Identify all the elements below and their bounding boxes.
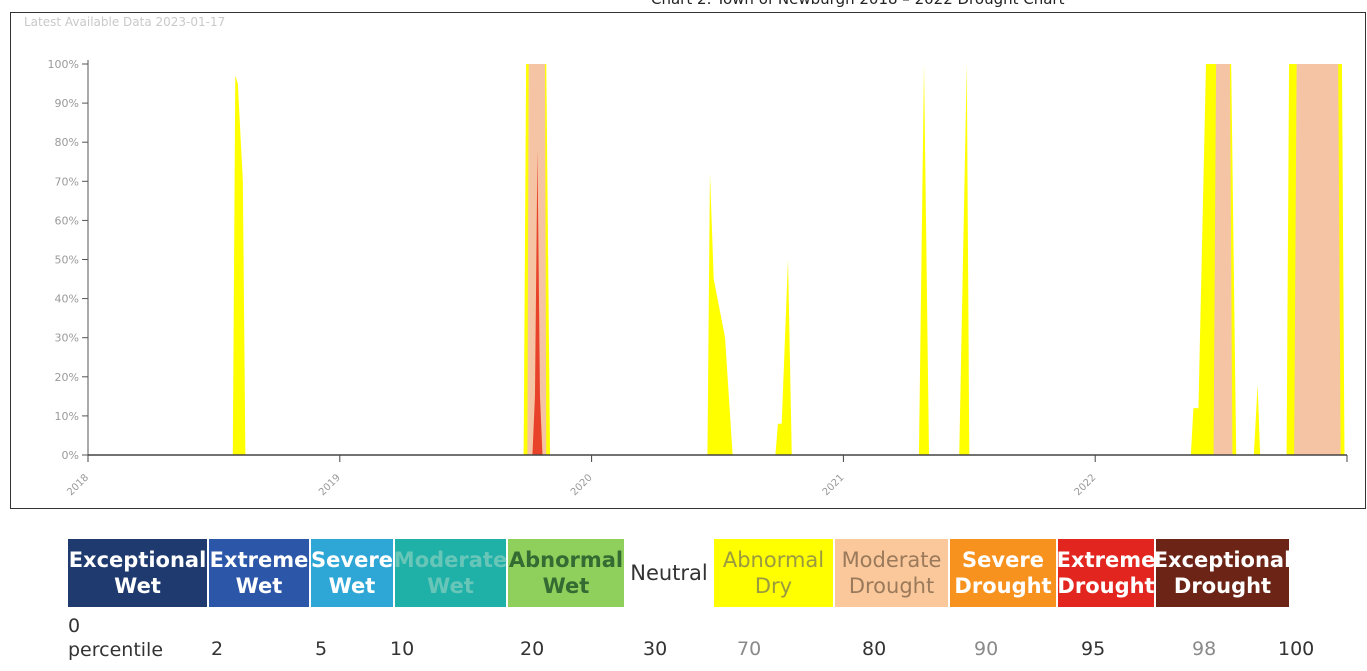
y-tick-label: 90% (55, 97, 79, 110)
series-area-1 (88, 64, 1347, 455)
percentile-label: 100 (1278, 638, 1315, 660)
drought-legend: Exceptional Wet Extreme Wet Severe Wet Mode… (68, 539, 1328, 609)
percentile-label: 2 (211, 638, 224, 660)
y-tick-label: 40% (55, 293, 79, 306)
percentile-label: 95 (1081, 638, 1106, 660)
chart-frame (10, 12, 1366, 509)
y-tick-label: 80% (55, 136, 79, 149)
x-tick-label: 2020 (569, 472, 595, 498)
legend-swatch-moderate-drought: Moderate Drought (835, 539, 948, 607)
x-tick-label: 2018 (65, 472, 91, 498)
y-tick-label: 20% (55, 371, 79, 384)
percentile-label: 5 (315, 638, 328, 660)
percentile-label: 98 (1192, 638, 1217, 660)
legend-swatch-moderate-wet: Moderate Wet (394, 539, 507, 607)
x-tick-label: 2021 (821, 472, 847, 498)
percentile-label: 0 percentile (68, 615, 164, 661)
plot-areas (88, 64, 1347, 455)
percentile-label: 10 (390, 638, 415, 660)
legend-swatch-abnormal-dry: Abnormal Dry (714, 539, 833, 607)
legend-swatch-severe-wet: Severe Wet (311, 539, 393, 607)
y-tick-label: 70% (55, 175, 79, 188)
percentile-label: 90 (974, 638, 999, 660)
percentile-label: 30 (643, 638, 668, 660)
legend-swatch-neutral: Neutral (626, 539, 712, 607)
y-tick-label: 10% (55, 410, 79, 423)
axes: 0% 10% 20% 30% 40% 50% 60% 70% 80% 90% 100% 2018 201… (48, 58, 1348, 498)
percentile-label: 20 (520, 638, 545, 660)
y-tick-label: 50% (55, 254, 79, 267)
legend-swatch-exceptional-wet: Exceptional Wet (68, 539, 207, 607)
legend-swatch-abnormal-wet: Abnormal Wet (508, 539, 624, 607)
legend-swatch-extreme-wet: Extreme Wet (209, 539, 309, 607)
chart-title: Chart 2: Town of Newburgh 2018 – 2022 Dr… (651, 0, 1064, 8)
percentile-label: 80 (862, 638, 887, 660)
x-tick-label: 2022 (1073, 472, 1099, 498)
series-area-0 (88, 64, 1347, 455)
percentile-label: 70 (737, 638, 762, 660)
legend-swatch-exceptional-drought: Exceptional Drought (1154, 539, 1291, 607)
y-tick-label: 100% (48, 58, 79, 71)
legend-swatch-extreme-drought: Extreme Drought (1057, 539, 1155, 607)
y-tick-label: 0% (62, 449, 79, 462)
y-tick-label: 60% (55, 214, 79, 227)
latest-data-label: Latest Available Data 2023-01-17 (24, 15, 226, 29)
x-tick-label: 2019 (317, 472, 343, 498)
legend-swatch-severe-drought: Severe Drought (950, 539, 1056, 607)
drought-area-chart: 0% 10% 20% 30% 40% 50% 60% 70% 80% 90% 100% 2018 201… (48, 58, 1348, 498)
y-tick-label: 30% (55, 332, 79, 345)
